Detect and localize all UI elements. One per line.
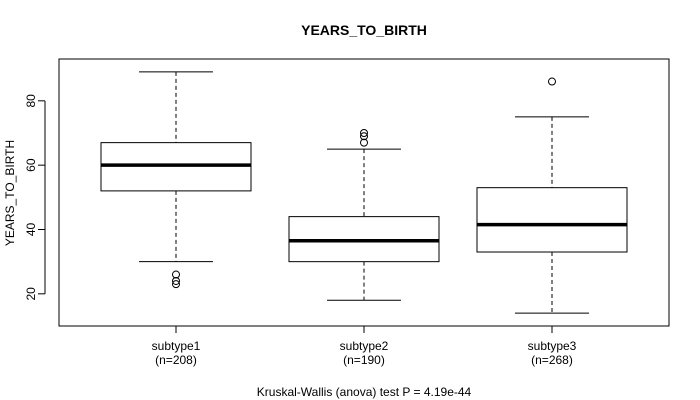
x-tick-label: subtype3 [528,339,577,353]
box-subtype3 [476,77,628,314]
y-axis: 20 40 60 80 [24,94,46,301]
outlier-point [360,128,368,137]
x-axis: subtype1(n=208) subtype2(n=190) subtype3(n… [152,325,577,367]
y-axis-label: YEARS_TO_BIRTH [3,140,17,246]
y-tick-label: 40 [24,222,38,236]
x-tick-label: subtype1 [152,339,201,353]
boxes-group [100,71,628,314]
outlier-point [548,77,556,86]
x-tick-label: subtype2 [340,339,389,353]
x-tick-count-label: (n=190) [343,353,385,367]
y-tick-label: 80 [24,94,38,108]
box-subtype2 [288,128,440,301]
iqr-box [476,187,628,253]
outlier-point [360,132,368,141]
y-tick-label: 20 [24,287,38,301]
outlier-point [172,276,180,285]
y-tick-label: 60 [24,158,38,172]
outlier-point [172,280,180,289]
chart-title: YEARS_TO_BIRTH [301,22,427,38]
x-tick-count-label: (n=268) [531,353,573,367]
outlier-point [360,138,368,147]
x-axis-label: Kruskal-Wallis (anova) test P = 4.19e-44 [257,385,472,399]
box-subtype1 [100,71,252,289]
x-tick-count-label: (n=208) [155,353,197,367]
outlier-point [172,270,180,279]
